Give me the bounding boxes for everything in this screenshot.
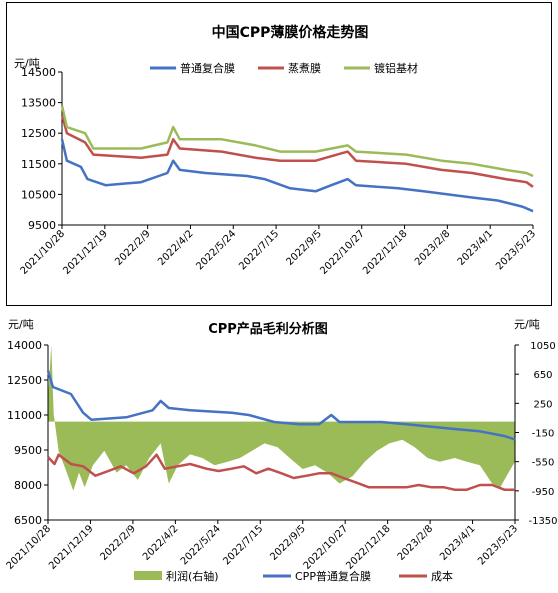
x-tick-label: 2021/12/19: [47, 523, 96, 572]
price-trend-chart: 中国CPP薄膜价格走势图 元/吨 普通复合膜 蒸煮膜 镀铝基材 9500 10500 1…: [6, 2, 552, 306]
chart2-legend: 利润(右轴) CPP普通复合膜 成本: [134, 569, 453, 583]
y-tick-label: 11500: [21, 158, 56, 171]
y-tick-label: 13500: [21, 97, 56, 110]
x-tick-label: 2022/2/9: [98, 523, 138, 563]
y-right-tick-label: -1350: [528, 516, 557, 527]
profit-area-fill: [48, 345, 515, 491]
series-line-1-2: [47, 453, 515, 491]
chart1-title: 中国CPP薄膜价格走势图: [212, 24, 369, 41]
series-line-1-1: [46, 370, 516, 441]
x-tick-label: 2023/2/8: [396, 523, 436, 563]
x-tick-label: 2022/10/27: [302, 523, 351, 572]
x-tick-label: 2022/7/15: [221, 523, 265, 567]
x-tick-label: 2022/12/18: [344, 523, 393, 572]
y-tick-label: 14500: [21, 66, 56, 79]
x-tick-label: 2022/5/24: [179, 523, 223, 567]
y-right-tick-label: 650: [533, 370, 552, 381]
chart2-series: [46, 370, 516, 491]
x-tick-label: 2021/10/28: [5, 523, 54, 572]
legend-label-0: 普通复合膜: [180, 61, 235, 75]
legend-swatch-0: [134, 571, 162, 580]
chart1-series: [60, 105, 534, 213]
y-right-tick-label: -150: [532, 429, 555, 440]
y-tick-label: 9500: [28, 219, 56, 232]
series-line-0-1: [60, 114, 534, 188]
legend-label-2: 成本: [431, 569, 453, 583]
chart1-axes: 9500 10500 11500 12500 13500 14500: [21, 66, 533, 232]
y-left-tick-label: 12500: [7, 374, 42, 387]
chart2-ylabel-right: 元/吨: [514, 318, 540, 331]
series-line-0-0: [60, 139, 534, 213]
chart1-ylabel: 元/吨: [14, 57, 40, 70]
x-tick-label: 2022/4/2: [141, 523, 181, 563]
legend-label-1: 蒸煮膜: [288, 62, 321, 75]
y-right-tick-label: -550: [532, 458, 555, 469]
chart1-legend: 普通复合膜 蒸煮膜 镀铝基材: [150, 61, 418, 75]
gross-margin-chart: CPP产品毛利分析图 元/吨 元/吨 6500 8000 9500 11000 1250…: [5, 318, 558, 583]
legend-label-1: CPP普通复合膜: [295, 569, 371, 583]
x-tick-label: 2022/9/5: [268, 523, 308, 563]
x-tick-label: 2023/5/23: [476, 523, 520, 567]
x-tick-label: 2023/4/1: [438, 523, 478, 563]
y-left-tick-label: 14000: [7, 339, 42, 352]
y-right-tick-label: 250: [533, 399, 552, 410]
y-tick-label: 10500: [21, 188, 56, 201]
y-right-tick-label: 1050: [530, 341, 555, 352]
y-left-tick-label: 6500: [14, 514, 42, 527]
chart2-ylabel-left: 元/吨: [8, 318, 34, 331]
y-right-tick-label: -950: [532, 487, 555, 498]
series-line-0-2: [60, 105, 534, 178]
chart2-profit-area: [48, 345, 515, 491]
legend-label-2: 镀铝基材: [374, 61, 418, 75]
y-left-tick-label: 9500: [14, 444, 42, 457]
legend-label-0: 利润(右轴): [166, 569, 219, 583]
y-left-tick-label: 8000: [14, 479, 42, 492]
chart2-title: CPP产品毛利分析图: [208, 321, 328, 337]
y-tick-label: 12500: [21, 127, 56, 140]
y-left-tick-label: 11000: [7, 409, 42, 422]
